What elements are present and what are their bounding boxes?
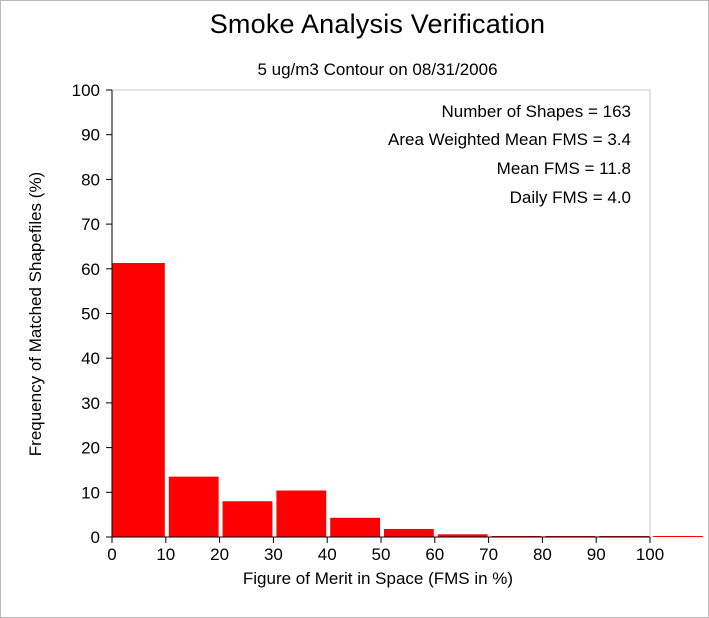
x-tick-label-80: 80 [533,545,552,564]
y-tick-label-40: 40 [81,349,100,368]
y-tick-label-10: 10 [81,483,100,502]
x-tick-label-10: 10 [156,545,175,564]
annotation-area-weighted-mean-fms: Area Weighted Mean FMS = 3.4 [387,130,631,149]
y-tick-label-50: 50 [81,305,100,324]
axes-group: 0 10 20 30 40 50 60 70 80 90 100 0 10 20 30 40 50 60 70 80 9… [72,81,665,564]
x-tick-label-70: 70 [479,545,498,564]
histogram-bar-30-40 [276,490,327,537]
x-tick-label-50: 50 [372,545,391,564]
histogram-bar-20-30 [222,501,273,537]
histogram-bar-100-110 [653,536,703,537]
chart-title: Smoke Analysis Verification [209,9,546,39]
y-tick-label-0: 0 [91,528,100,547]
y-tick-label-60: 60 [81,260,100,279]
x-tick-label-100: 100 [636,545,664,564]
annotation-daily-fms: Daily FMS = 4.0 [509,188,631,207]
y-tick-label-80: 80 [81,170,100,189]
histogram-bar-40-50 [330,517,380,537]
x-tick-label-90: 90 [587,545,606,564]
x-tick-label-20: 20 [210,545,229,564]
histogram-bar-0-10 [112,262,165,537]
x-axis-label: Figure of Merit in Space (FMS in %) [243,569,513,588]
y-tick-label-30: 30 [81,394,100,413]
y-axis-label: Frequency of Matched Shapefiles (%) [26,172,45,456]
x-tick-label-40: 40 [318,545,337,564]
x-tick-label-0: 0 [107,545,116,564]
histogram-bar-50-60 [384,528,434,537]
annotation-number-of-shapes: Number of Shapes = 163 [441,102,631,121]
y-tick-label-100: 100 [72,81,100,100]
y-tick-label-70: 70 [81,215,100,234]
chart-subtitle: 5 ug/m3 Contour on 08/31/2006 [257,60,498,79]
histogram-bar-10-20 [168,476,219,537]
bars-group [112,262,703,537]
y-tick-label-90: 90 [81,126,100,145]
histogram-bar-60-70 [437,534,488,537]
annotation-mean-fms: Mean FMS = 11.8 [496,159,631,178]
x-tick-label-60: 60 [425,545,444,564]
x-tick-label-30: 30 [264,545,283,564]
y-tick-label-20: 20 [81,439,100,458]
